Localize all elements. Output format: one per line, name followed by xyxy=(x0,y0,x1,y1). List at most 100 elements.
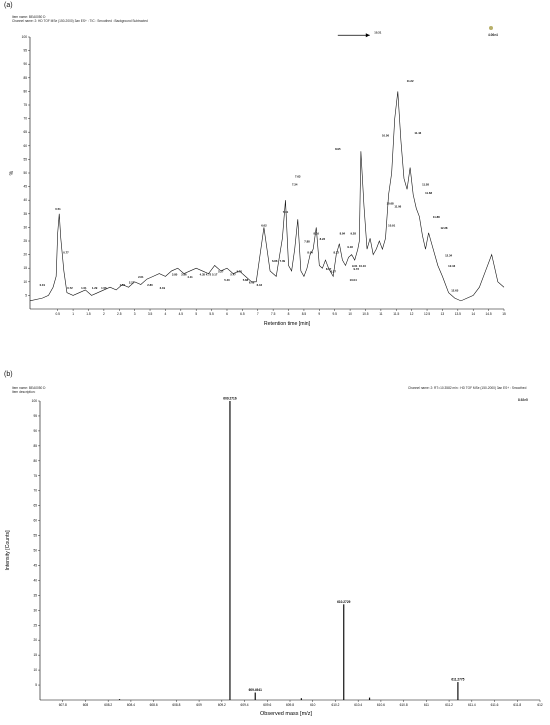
x-tick-label: 4 xyxy=(165,312,167,316)
peak-label: 8.57 xyxy=(330,270,336,274)
spectrum-peak xyxy=(343,604,345,700)
x-tick-label: 611 xyxy=(424,703,429,707)
y-axis-label: Intensity [Counts] xyxy=(5,530,11,571)
y-tick-label: 50 xyxy=(33,549,37,553)
panel-a-label: (a) xyxy=(4,2,13,9)
peak-label: 11.58 xyxy=(422,183,429,187)
peak-label: 10.31 xyxy=(374,30,381,34)
peak-label: 11.22 xyxy=(407,79,414,83)
peak-label: 8.23 xyxy=(320,237,326,241)
x-tick-label: 7 xyxy=(257,312,259,316)
panel-a-legend-marker-icon xyxy=(489,26,493,30)
peak-label: 11.88 xyxy=(433,215,440,219)
y-tick-label: 30 xyxy=(23,225,27,229)
peak-label: 0.77 xyxy=(63,251,69,255)
peak-label: 10.91 xyxy=(388,223,395,227)
peak-label: 610.2729 xyxy=(337,600,351,604)
y-tick-label: 65 xyxy=(33,504,37,508)
x-tick-label: 609.6 xyxy=(263,703,271,707)
x-axis-label: Observed mass [m/z] xyxy=(260,711,312,717)
annotation-arrow-head xyxy=(365,33,370,38)
peak-label: 1.29 xyxy=(92,286,98,290)
x-tick-label: 0.5 xyxy=(55,312,60,316)
x-tick-label: 611.6 xyxy=(491,703,499,707)
peak-label: 10.68 xyxy=(387,202,394,206)
y-tick-label: 60 xyxy=(23,144,27,148)
x-tick-label: 7.5 xyxy=(271,312,276,316)
panel-b-max-label: 8.92e5 xyxy=(518,398,528,402)
peak-label: 9.18 xyxy=(347,245,353,249)
x-tick-label: 13 xyxy=(441,312,445,316)
y-tick-label: 70 xyxy=(23,117,27,121)
peak-label: 3.80 xyxy=(172,272,178,276)
x-tick-label: 2.5 xyxy=(117,312,122,316)
x-tick-label: 6.5 xyxy=(240,312,245,316)
y-tick-label: 40 xyxy=(33,578,37,582)
x-tick-label: 609 xyxy=(196,703,202,707)
peak-label: 7.34 xyxy=(292,183,298,187)
peak-label: 3.96 xyxy=(181,272,187,276)
peak-label: 611.2775 xyxy=(451,678,464,682)
x-tick-label: 8 xyxy=(288,312,290,316)
peak-label: 11.43 xyxy=(414,131,421,135)
x-tick-label: 608.8 xyxy=(172,703,180,707)
peak-label: 6.62 xyxy=(261,223,267,227)
x-tick-label: 11.5 xyxy=(393,312,399,316)
peak-label: 8.04 xyxy=(307,251,313,255)
x-tick-label: 609.2 xyxy=(218,703,226,707)
peak-label: 8.84 xyxy=(340,232,346,236)
peak-label: 8.95 xyxy=(335,147,341,151)
x-tick-label: 608.2 xyxy=(104,703,112,707)
spectrum-peak xyxy=(229,401,231,700)
x-tick-label: 609.4 xyxy=(241,703,249,707)
peak-label: 5.17 xyxy=(212,272,218,276)
x-tick-label: 10.5 xyxy=(362,312,368,316)
peak-label: 5.88 xyxy=(243,278,249,282)
y-tick-label: 50 xyxy=(23,171,27,175)
y-tick-label: 85 xyxy=(23,76,27,80)
y-tick-label: 5 xyxy=(25,293,27,297)
y-tick-label: 90 xyxy=(23,62,27,66)
peak-label: 609.4941 xyxy=(249,688,263,692)
peak-label: 2.80 xyxy=(147,283,153,287)
y-tick-label: 20 xyxy=(33,638,37,642)
spectrum-peak xyxy=(457,682,459,700)
y-tick-label: 75 xyxy=(23,103,27,107)
peak-label: 7.63 xyxy=(295,174,301,178)
y-tick-label: 85 xyxy=(33,444,37,448)
peak-label: 10.04 xyxy=(350,278,357,282)
y-tick-label: 45 xyxy=(33,563,37,567)
panel-b-header-line-1: Item name: BEA0050 D xyxy=(12,386,46,390)
x-tick-label: 612 xyxy=(537,703,543,707)
y-tick-label: 55 xyxy=(33,534,37,538)
peak-label: 0.51 xyxy=(55,207,61,211)
y-tick-label: 20 xyxy=(23,253,27,257)
y-tick-label: 10 xyxy=(23,280,27,284)
peak-label: 1.01 xyxy=(81,286,87,290)
x-tick-label: 609.8 xyxy=(286,703,294,707)
peak-label: 11.06 xyxy=(394,204,401,208)
x-tick-label: 15 xyxy=(502,312,506,316)
y-tick-label: 60 xyxy=(33,519,37,523)
x-tick-label: 611.8 xyxy=(513,703,521,707)
peak-label: 12.28 xyxy=(440,226,447,230)
y-tick-label: 55 xyxy=(23,157,27,161)
x-tick-label: 608.4 xyxy=(127,703,135,707)
peak-label: 11.68 xyxy=(425,191,432,195)
x-tick-label: 10 xyxy=(348,312,352,316)
x-tick-label: 1 xyxy=(72,312,74,316)
y-tick-label: 10 xyxy=(33,668,37,672)
y-tick-label: 45 xyxy=(23,185,27,189)
y-tick-label: 30 xyxy=(33,608,37,612)
x-tick-label: 3.5 xyxy=(148,312,153,316)
peak-label: 6.06 xyxy=(249,281,255,285)
peak-label: 10.10 xyxy=(359,264,366,268)
y-tick-label: 65 xyxy=(23,130,27,134)
x-tick-label: 610.8 xyxy=(400,703,408,707)
panel-a-header-line-1: Item name: BEA0050 D xyxy=(12,15,46,19)
peak-label: 7.31 xyxy=(283,210,289,214)
x-tick-label: 12.5 xyxy=(424,312,430,316)
peak-label: 4.35 xyxy=(200,272,206,276)
series-line xyxy=(29,91,505,302)
spectrum-peak xyxy=(368,697,371,700)
